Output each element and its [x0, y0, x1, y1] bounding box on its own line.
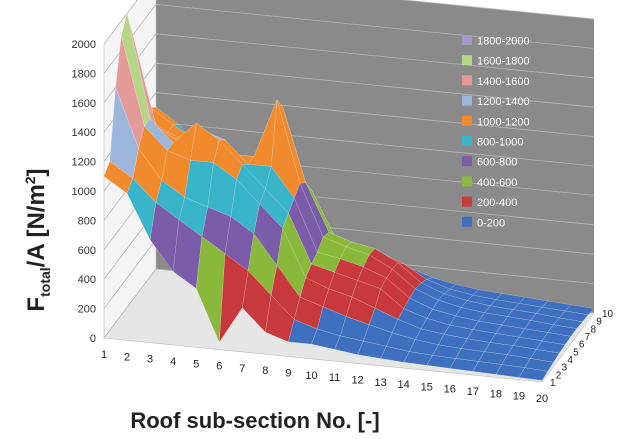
surface-cell [547, 324, 578, 337]
legend-swatch [462, 95, 472, 106]
legend-swatch [462, 75, 472, 86]
legend-swatch [462, 216, 472, 227]
x-tick-label: 18 [490, 388, 502, 400]
x-tick-label: 1 [101, 349, 107, 361]
z-tick-label: 600 [78, 245, 96, 257]
gridline [103, 0, 595, 45]
depth-tick-label: 4 [567, 355, 573, 366]
x-tick-label: 4 [170, 356, 176, 368]
z-tick-label: 1400 [72, 127, 96, 139]
x-tick-label: 20 [536, 393, 548, 405]
z-tick-label: 1000 [72, 186, 96, 198]
x-tick-label: 10 [305, 370, 317, 382]
legend-swatch [462, 156, 472, 167]
legend-label: 1200-1400 [477, 96, 530, 108]
z-tick-label: 800 [78, 215, 96, 227]
y-axis-title: Ftotal/A [N/m2] [22, 168, 53, 311]
z-tick-label: 1600 [72, 98, 96, 110]
x-tick-label: 2 [124, 351, 130, 363]
x-axis-ticks: 1 2 3 4 5 6 7 8 9 10 11 12 13 14 15 16 17 18 19 20 [101, 349, 548, 405]
legend-label: 1600-1800 [477, 56, 530, 68]
svg-text:Ftotal/A [N/m2]: Ftotal/A [N/m2] [22, 168, 53, 311]
x-tick-label: 16 [444, 384, 456, 396]
x-tick-label: 8 [262, 365, 268, 377]
z-axis-ticks: 0 200 400 600 800 1000 1200 1400 1600 1800 2000 [72, 39, 96, 345]
legend-label: 1400-1600 [477, 76, 530, 88]
surface-cell [553, 317, 583, 329]
x-tick-label: 11 [329, 372, 340, 384]
depth-tick-label: 2 [556, 370, 562, 381]
x-axis-title: Roof sub-section No. [-] [130, 408, 379, 433]
surface-cell [518, 367, 549, 381]
legend-swatch [462, 176, 472, 187]
legend-label: 600-800 [477, 157, 517, 169]
legend-label: 200-400 [477, 197, 517, 209]
surface-cell [541, 332, 572, 345]
z-tick-label: 1200 [72, 157, 96, 169]
legend-label: 1800-2000 [477, 36, 530, 48]
depth-tick-label: 8 [590, 324, 596, 335]
x-tick-label: 7 [239, 363, 245, 375]
z-tick-label: 200 [78, 304, 96, 316]
legend-label: 800-1000 [477, 137, 524, 149]
depth-tick-label: 1 [550, 378, 556, 389]
z-tick-label: 400 [78, 274, 96, 286]
depth-tick-label: 6 [579, 340, 585, 351]
legend-swatch [462, 136, 472, 146]
x-tick-label: 15 [421, 381, 433, 393]
depth-tick-label: 5 [573, 347, 579, 358]
legend: 1800-2000 1600-1800 1400-1600 1200-1400 1000… [462, 35, 530, 229]
x-tick-label: 17 [467, 386, 479, 398]
x-tick-label: 12 [351, 374, 363, 386]
x-tick-label: 14 [398, 379, 410, 391]
legend-label: 400-600 [477, 177, 517, 189]
surface-cell [564, 304, 595, 316]
x-tick-label: 13 [375, 377, 387, 389]
legend-label: 1000-1200 [477, 116, 530, 128]
legend-swatch [462, 196, 472, 207]
legend-swatch [462, 35, 472, 45]
surface-plot [103, 13, 595, 381]
depth-tick-label: 3 [562, 363, 568, 374]
surface-cell [558, 310, 589, 322]
z-tick-label: 1800 [72, 68, 96, 80]
x-tick-label: 3 [147, 354, 153, 366]
x-tick-label: 6 [216, 361, 222, 373]
depth-tick-label: 10 [602, 309, 614, 320]
z-tick-label: 0 [90, 333, 96, 345]
x-tick-label: 9 [285, 368, 291, 380]
z-tick-label: 2000 [72, 39, 96, 51]
x-tick-label: 19 [513, 391, 525, 403]
legend-swatch [462, 55, 472, 66]
surface-cell [530, 349, 560, 363]
x-tick-label: 5 [193, 358, 199, 370]
depth-tick-label: 7 [585, 332, 591, 343]
depth-tick-label: 9 [596, 317, 602, 328]
legend-swatch [462, 115, 472, 126]
legend-label: 0-200 [477, 217, 505, 229]
